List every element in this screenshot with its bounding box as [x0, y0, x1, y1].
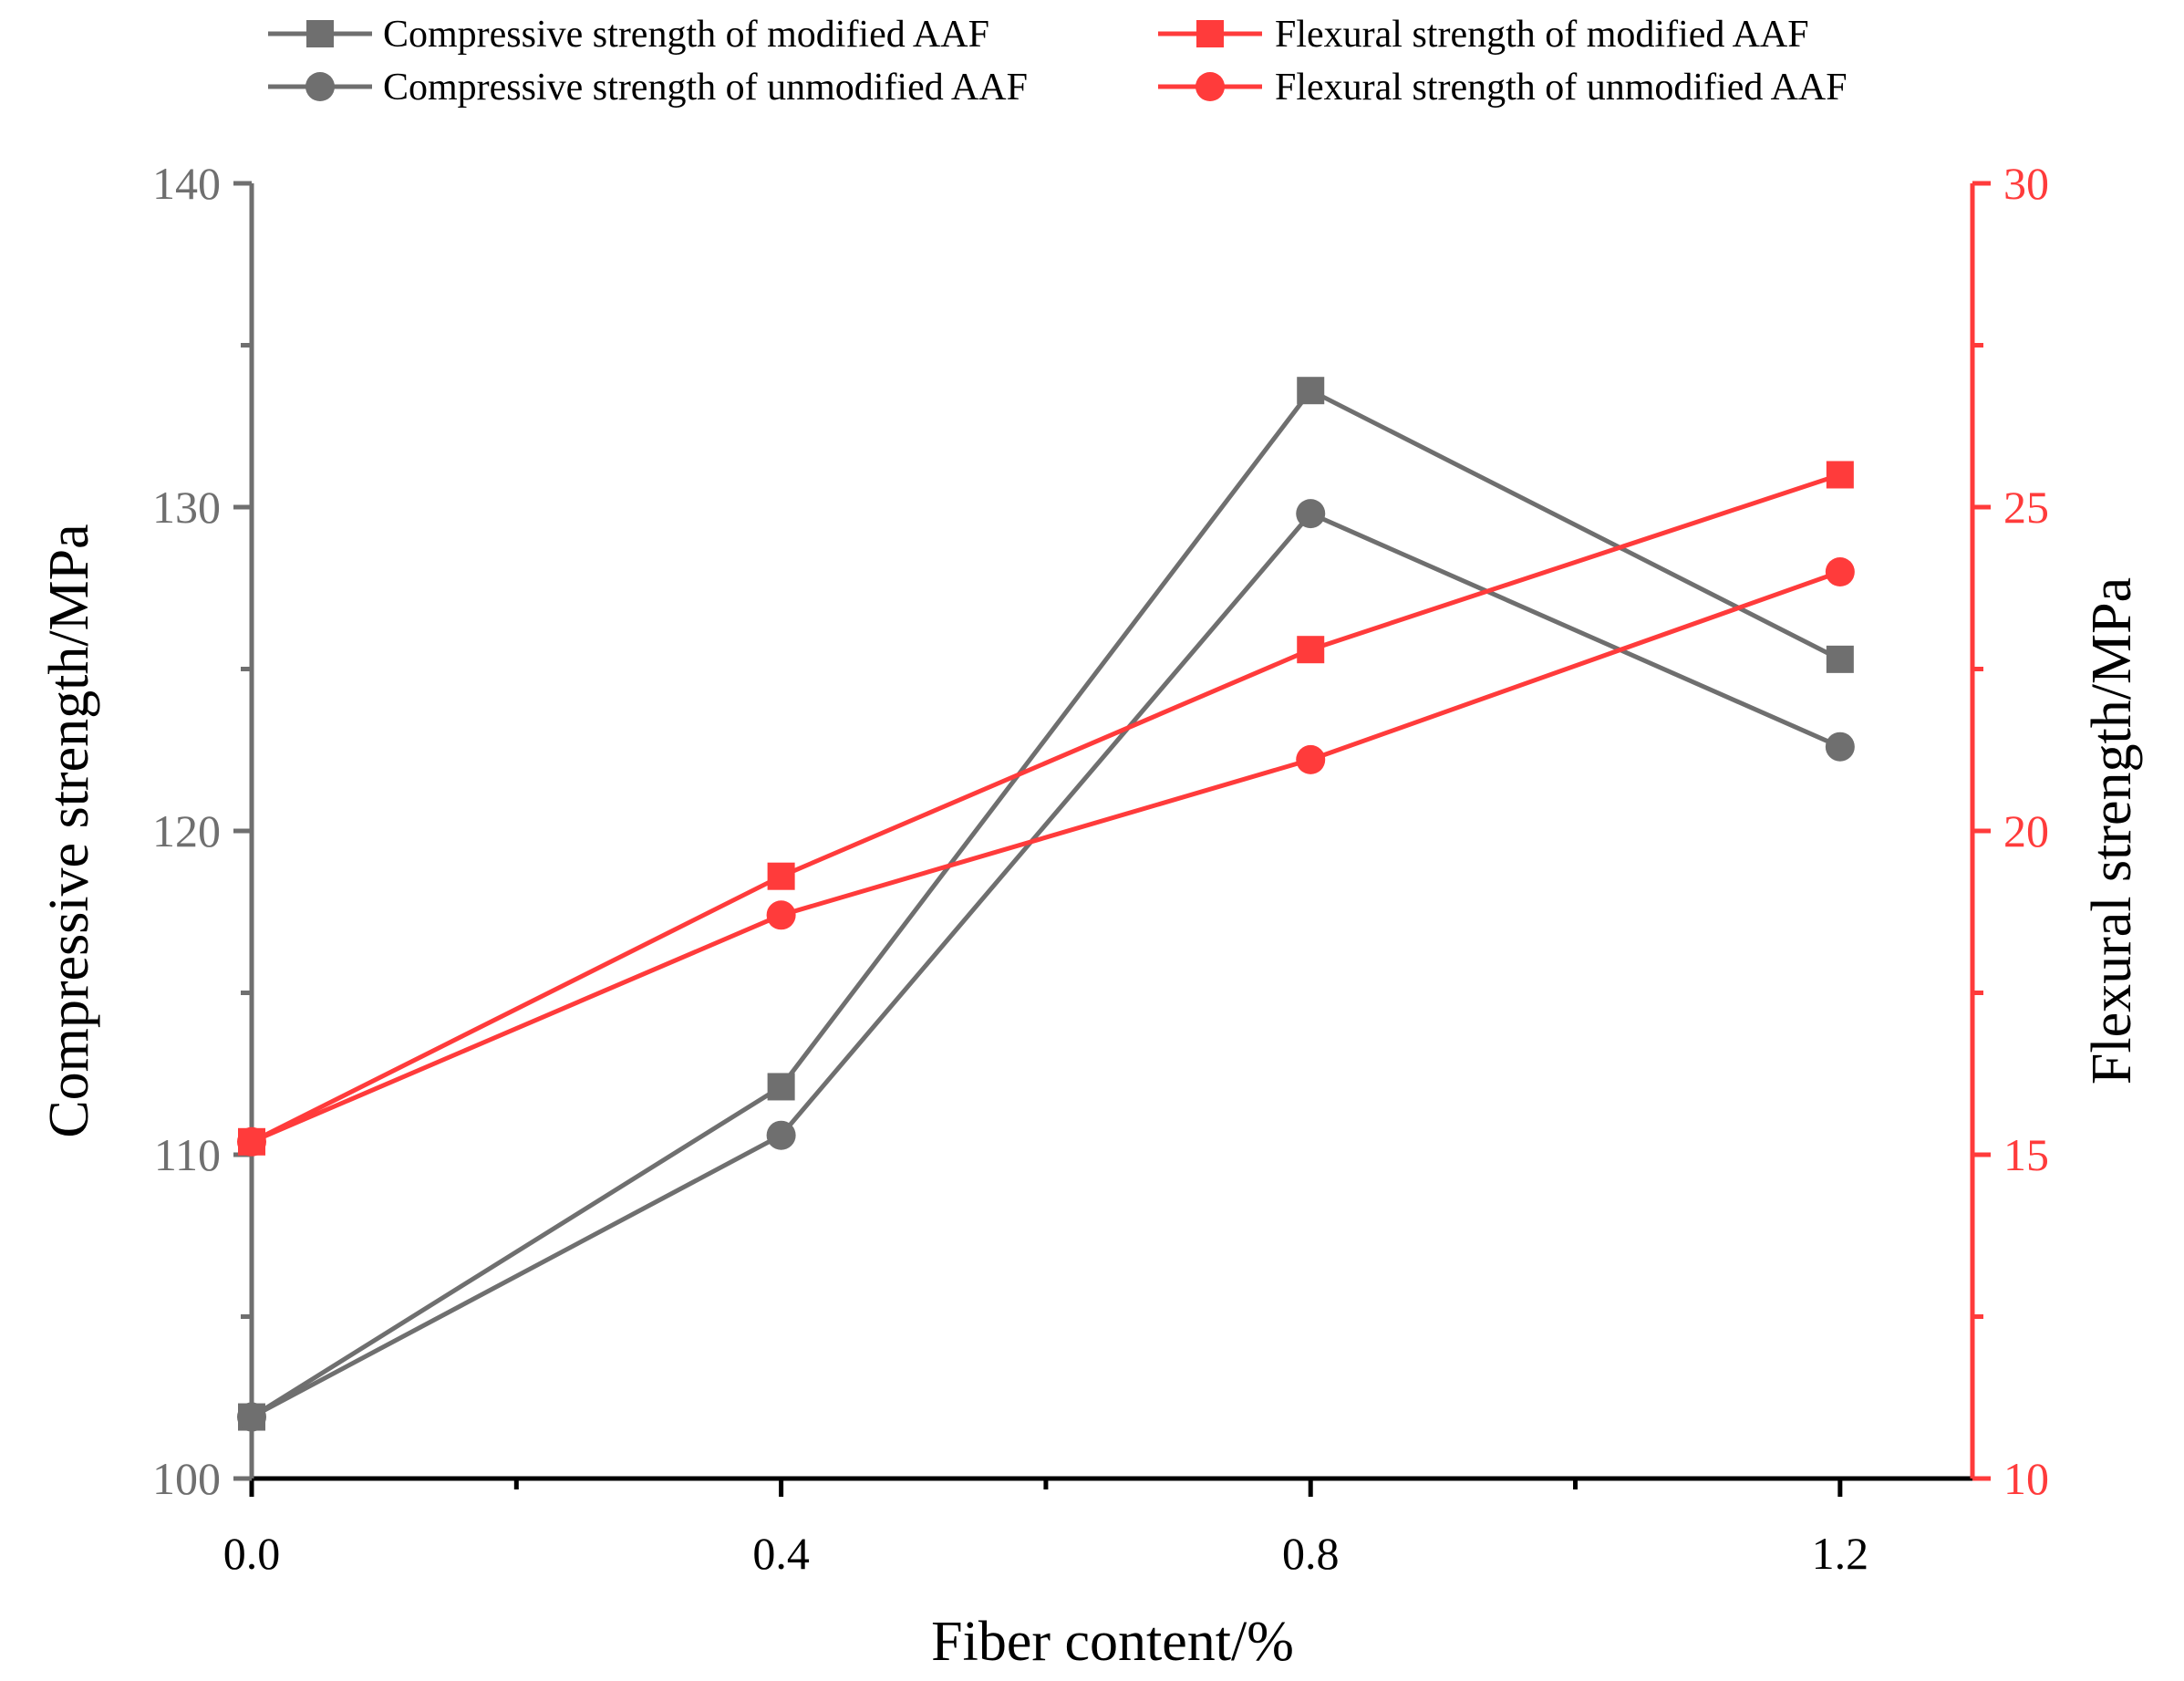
y-left-tick-label-2: 120: [152, 805, 221, 856]
y-right-tick-label-3: 25: [2003, 482, 2049, 533]
series-3-point-0: [237, 1126, 266, 1157]
legend-entry-flexural-unmodified: Flexural strength of unmodified AAF: [1158, 67, 1848, 109]
y-left-tick-label-1: 110: [154, 1129, 221, 1180]
series-0-point-1: [767, 1073, 795, 1101]
y-left-tick-label-0: 100: [152, 1453, 221, 1504]
series-0-point-3: [1826, 645, 1854, 673]
y-left-tick-label-3: 130: [152, 482, 221, 533]
series-line-1: [250, 511, 1841, 1419]
series-3-point-3: [1825, 557, 1855, 586]
x-tick-label-0: 0.0: [223, 1528, 281, 1579]
legend-entry-compressive-modified: Compressive strength of modified AAF: [268, 14, 989, 56]
y-right-axis-ticks: 10 15 20 25 30: [1972, 158, 2049, 1504]
legend-marker-flexural-modified: [1196, 20, 1224, 47]
series-1-point-1: [766, 1120, 796, 1150]
legend: Compressive strength of modified AAF Com…: [268, 14, 1848, 109]
y-right-axis-title: Flexural strength/MPa: [2081, 577, 2143, 1084]
legend-marker-compressive-modified: [306, 20, 334, 47]
legend-marker-flexural-unmodified: [1196, 72, 1225, 101]
series-1-point-2: [1296, 499, 1326, 529]
series-1-point-0: [237, 1402, 266, 1432]
series-line-0: [250, 388, 1841, 1419]
x-tick-label-1: 0.4: [752, 1528, 810, 1579]
x-tick-label-2: 0.8: [1282, 1528, 1340, 1579]
y-right-tick-label-0: 10: [2003, 1453, 2049, 1504]
series-2-point-3: [1826, 461, 1854, 489]
x-axis-title: Fiber content/%: [931, 1611, 1294, 1673]
series-1-point-3: [1825, 732, 1855, 762]
series-3-point-2: [1296, 744, 1326, 774]
legend-entry-flexural-modified: Flexural strength of modified AAF: [1158, 14, 1809, 56]
legend-label-flexural-unmodified: Flexural strength of unmodified AAF: [1275, 67, 1848, 109]
x-axis-ticks: 0.0 0.4 0.8 1.2: [223, 1479, 1868, 1579]
series-line-3: [251, 569, 1841, 1145]
legend-marker-compressive-unmodified: [305, 72, 335, 101]
series-layer: [237, 377, 1855, 1432]
series-2-point-2: [1297, 636, 1325, 664]
y-left-axis-title: Compressive strength/MPa: [38, 524, 100, 1137]
y-right-tick-label-2: 20: [2003, 805, 2049, 856]
y-left-tick-label-4: 140: [152, 158, 221, 209]
legend-label-flexural-modified: Flexural strength of modified AAF: [1275, 14, 1809, 56]
series-line-2: [250, 472, 1841, 1145]
y-right-tick-label-4: 30: [2003, 158, 2049, 209]
legend-label-compressive-unmodified: Compressive strength of unmodified AAF: [383, 67, 1028, 109]
y-left-axis-ticks: 100 110 120 130 140: [152, 158, 252, 1504]
x-tick-label-3: 1.2: [1812, 1528, 1869, 1579]
series-0-point-2: [1297, 377, 1325, 405]
y-right-tick-label-1: 15: [2003, 1129, 2049, 1180]
series-2-point-1: [767, 862, 795, 890]
legend-label-compressive-modified: Compressive strength of modified AAF: [383, 14, 989, 56]
series-3-point-1: [766, 900, 796, 930]
legend-entry-compressive-unmodified: Compressive strength of unmodified AAF: [268, 67, 1028, 109]
